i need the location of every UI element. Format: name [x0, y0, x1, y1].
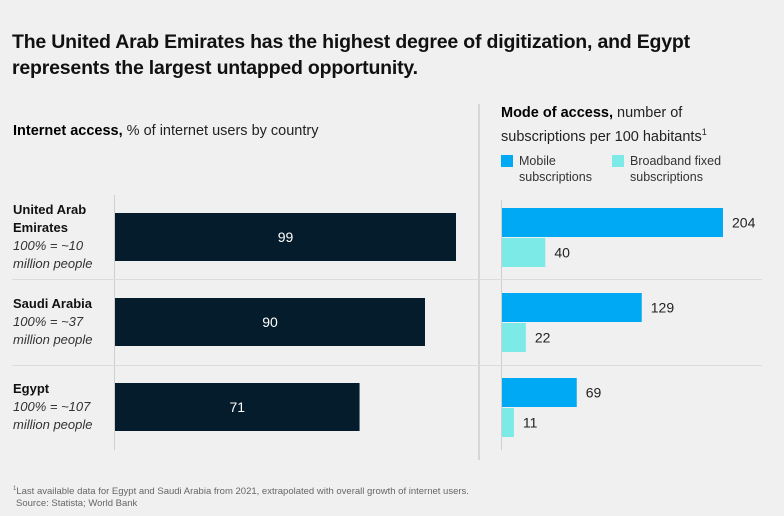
legend-label-mobile: Mobile subscriptions: [519, 154, 592, 184]
internet-access-bar: [115, 383, 360, 431]
internet-access-value-label: 90: [262, 314, 278, 330]
internet-access-value-label: 71: [229, 399, 245, 415]
internet-access-bar: [115, 298, 425, 346]
broadband-value-label: 40: [554, 245, 570, 261]
broadband-value-label: 22: [535, 330, 551, 346]
left-chart-axis: [114, 195, 115, 450]
legend-label-broadband: Broadband fixed subscriptions: [630, 154, 722, 184]
footnote-mark: 1: [701, 127, 707, 137]
right-chart-axis: [501, 200, 502, 450]
mobile-subscriptions-bar: [502, 293, 642, 322]
panel-divider: [478, 104, 480, 460]
left-panel-subtitle: Internet access, % of internet users by …: [13, 123, 318, 139]
country-label-uae: United Arab Emirates 100% = ~10 million …: [13, 201, 108, 273]
row-separator: [12, 365, 762, 366]
left-subtitle-bold: Internet access,: [13, 123, 123, 139]
right-subtitle-rest: number of subscriptions per 100 habitant…: [501, 105, 702, 145]
footnote: 1Last available data for Egypt and Saudi…: [13, 483, 469, 510]
country-label-egypt: Egypt 100% = ~107 million people: [13, 380, 108, 434]
right-subtitle-bold: Mode of access,: [501, 105, 614, 121]
country-population: 100% = ~10 million people: [13, 238, 93, 271]
country-name: United Arab Emirates: [13, 202, 87, 235]
broadband-subscriptions-bar: [502, 408, 514, 437]
internet-access-value-label: 99: [278, 229, 294, 245]
legend-swatch-broadband: [612, 155, 624, 167]
broadband-subscriptions-bar: [502, 238, 546, 267]
footnote-text-mark: 1: [13, 486, 17, 492]
mobile-value-label: 129: [651, 300, 675, 316]
mobile-subscriptions-bar: [502, 378, 577, 407]
row-separator: [12, 279, 762, 280]
country-population: 100% = ~107 million people: [13, 399, 93, 432]
mobile-value-label: 204: [732, 215, 756, 231]
mobile-subscriptions-bar: [502, 208, 723, 237]
footnote-text: 1Last available data for Egypt and Saudi…: [13, 483, 469, 498]
mobile-value-label: 69: [586, 385, 602, 401]
left-subtitle-rest: % of internet users by country: [122, 123, 319, 139]
broadband-subscriptions-bar: [502, 323, 526, 352]
broadband-value-label: 11: [523, 415, 538, 431]
country-population: 100% = ~37 million people: [13, 314, 93, 347]
chart-title: The United Arab Emirates has the highest…: [12, 31, 690, 79]
country-name: Saudi Arabia: [13, 296, 92, 311]
internet-access-bar: [115, 213, 456, 261]
country-label-saudi-arabia: Saudi Arabia 100% = ~37 million people: [13, 295, 108, 349]
footnote-body: Last available data for Egypt and Saudi …: [16, 486, 469, 498]
right-panel-subtitle: Mode of access, number of subscriptions …: [501, 104, 761, 147]
legend-swatch-mobile: [501, 155, 513, 167]
country-name: Egypt: [13, 381, 50, 396]
source-text: Source: Statista; World Bank: [16, 498, 138, 510]
